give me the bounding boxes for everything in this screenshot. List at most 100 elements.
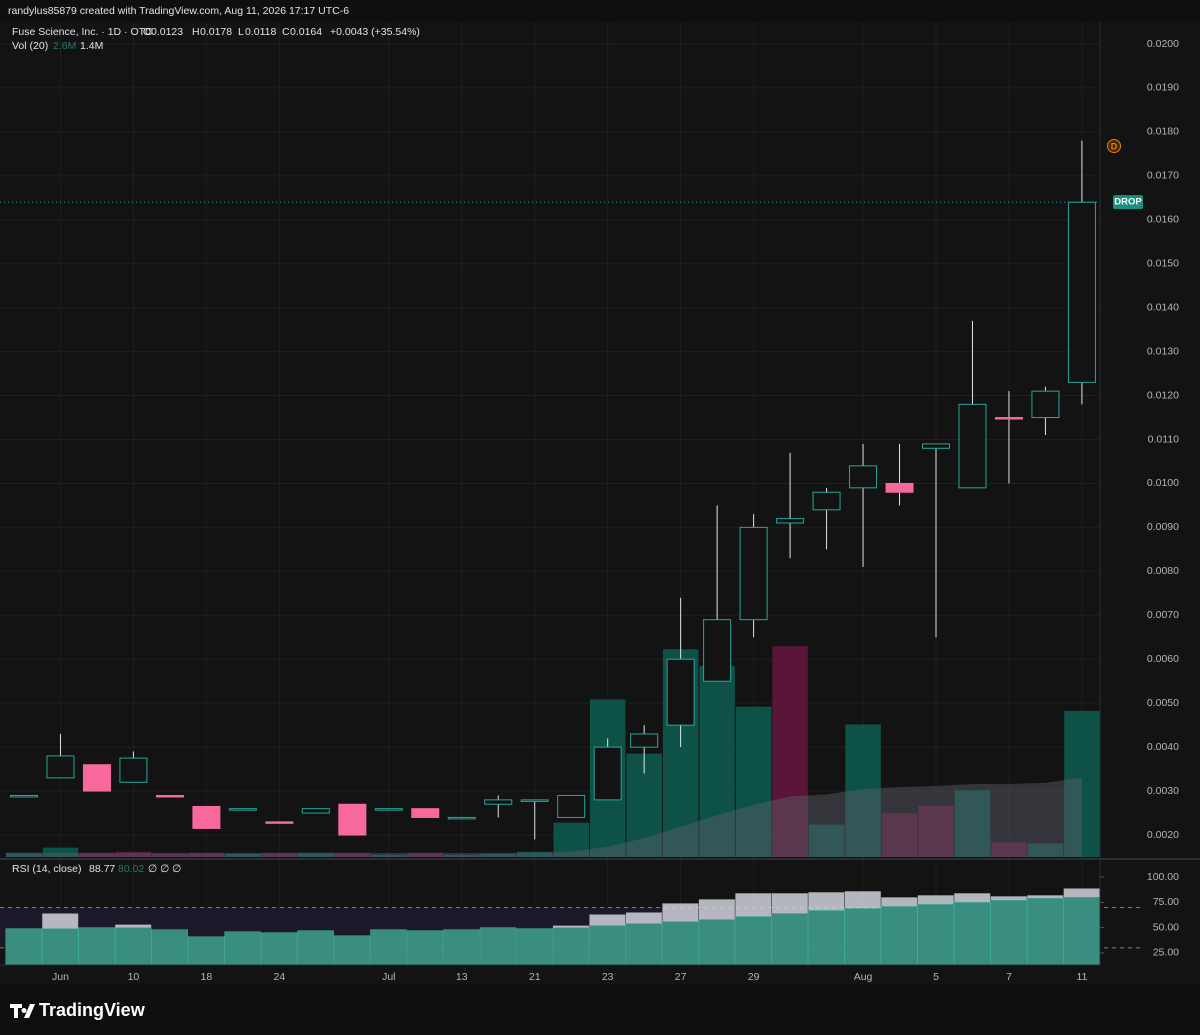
y-tick-label: 0.0150	[1147, 257, 1179, 269]
volume-bar	[735, 706, 772, 857]
volume-bar	[298, 852, 334, 857]
event-marker-circle	[1107, 139, 1121, 153]
x-tick-label: Jul	[382, 971, 395, 983]
rsi-ma-bar	[224, 931, 261, 966]
candle-body	[338, 803, 367, 836]
candle-body	[666, 658, 695, 726]
marks-layer	[0, 139, 1143, 966]
price-tag: DROP	[1114, 197, 1142, 208]
ohlc-value: 0.0123	[151, 26, 183, 38]
x-tick-label: 10	[128, 971, 140, 983]
rsi-ma-bar	[333, 935, 371, 966]
volume-bar	[1064, 710, 1100, 857]
rsi-ma-bar	[151, 929, 188, 966]
y-tick-label: 0.0040	[1147, 741, 1179, 753]
y-tick-label: 0.0090	[1147, 521, 1179, 533]
rsi-ma-bar	[187, 936, 225, 966]
x-tick-label: 24	[274, 971, 286, 983]
rsi-ma-bar	[990, 900, 1027, 966]
volume-bar	[188, 852, 225, 857]
symbol-title: Fuse Science, Inc. · 1D · OTC	[12, 26, 153, 38]
ohlc-value: 0.0178	[200, 26, 232, 38]
rsi-ma-value: 80.02	[118, 863, 144, 875]
rsi-ma-bar	[917, 904, 954, 966]
volume-value: 1.4M	[80, 40, 103, 52]
candle-body	[411, 808, 440, 818]
volume-bar	[881, 813, 918, 857]
ohlc-value: 0.0118	[245, 26, 276, 38]
ohlc-label: O	[143, 26, 151, 38]
volume-bar	[6, 852, 42, 857]
candle-body	[994, 417, 1023, 420]
rsi-ma-bar	[479, 927, 517, 966]
rsi-ma-bar	[953, 902, 991, 966]
ohlc-label: H	[192, 26, 200, 38]
volume-bar	[261, 852, 298, 857]
rsi-ma-bar	[406, 930, 444, 966]
rsi-ma-bar	[552, 927, 590, 966]
candle-body	[739, 526, 768, 621]
candle-body	[1067, 201, 1096, 383]
ohlc-value: 0.0164	[290, 26, 322, 38]
volume-bar	[407, 852, 444, 857]
brand-name: TradingView	[39, 1000, 146, 1020]
rsi-ma-bar	[114, 927, 152, 966]
candle-body	[593, 746, 622, 801]
volume-bar	[954, 790, 991, 857]
y-tick-label: 0.0190	[1147, 82, 1179, 94]
rsi-ma-bar	[808, 910, 845, 966]
volume-bar	[845, 724, 881, 857]
volume-bar	[699, 665, 735, 857]
y-tick-label: 0.0130	[1147, 345, 1179, 357]
y-tick-label: 0.0200	[1147, 38, 1179, 50]
rsi-ma-bar	[516, 928, 553, 966]
volume-bar	[516, 851, 553, 857]
rsi-ma-bar	[625, 923, 663, 966]
volume-bar	[444, 854, 480, 857]
y-tick-label: 0.0050	[1147, 697, 1179, 709]
volume-bar	[115, 851, 152, 857]
rsi-ma-bar	[1063, 897, 1100, 966]
candle-body	[265, 821, 294, 824]
candle-body	[10, 794, 38, 798]
rsi-extra: ∅ ∅ ∅	[148, 863, 181, 875]
volume-bar	[553, 822, 589, 857]
y-tick-label: 50.00	[1153, 921, 1179, 933]
rsi-value: 88.77	[89, 863, 115, 875]
brand-logo: TradingView	[10, 1000, 146, 1020]
y-tick-label: 0.0070	[1147, 609, 1179, 621]
candle-body	[630, 733, 659, 748]
candle-body	[520, 799, 549, 802]
rsi-ma-bar	[297, 930, 334, 966]
volume-bar	[480, 853, 516, 857]
candle-body	[812, 491, 841, 511]
candle-body	[301, 808, 330, 814]
rsi-ma-bar	[735, 916, 772, 966]
volume-ma-value: 2.6M	[53, 40, 76, 52]
volume-ma-area	[5, 777, 1082, 857]
y-tick-label: 0.0100	[1147, 477, 1179, 489]
volume-bar	[808, 824, 845, 857]
x-tick-label: 7	[1006, 971, 1012, 983]
y-tick-label: 0.0080	[1147, 565, 1179, 577]
x-tick-label: 5	[933, 971, 939, 983]
y-tick-label: 0.0030	[1147, 785, 1179, 797]
candle-body	[374, 808, 403, 811]
rsi-ma-bar	[589, 925, 626, 966]
candle-body	[484, 799, 513, 805]
candle-body	[119, 757, 148, 783]
volume-bar	[225, 853, 261, 857]
x-tick-label: 27	[675, 971, 687, 983]
x-tick-label: 23	[602, 971, 614, 983]
brand-icon	[10, 1004, 35, 1018]
volume-bar	[991, 842, 1027, 857]
rsi-ma-bar	[78, 927, 115, 966]
rsi-ma-bar	[1026, 898, 1064, 966]
volume-bar	[1027, 843, 1064, 857]
y-tick-label: 100.00	[1147, 871, 1179, 883]
volume-bar	[334, 852, 371, 857]
rsi-title: RSI (14, close)	[12, 863, 81, 875]
rsi-ma-bar	[881, 906, 918, 966]
y-tick-label: 0.0140	[1147, 301, 1179, 313]
